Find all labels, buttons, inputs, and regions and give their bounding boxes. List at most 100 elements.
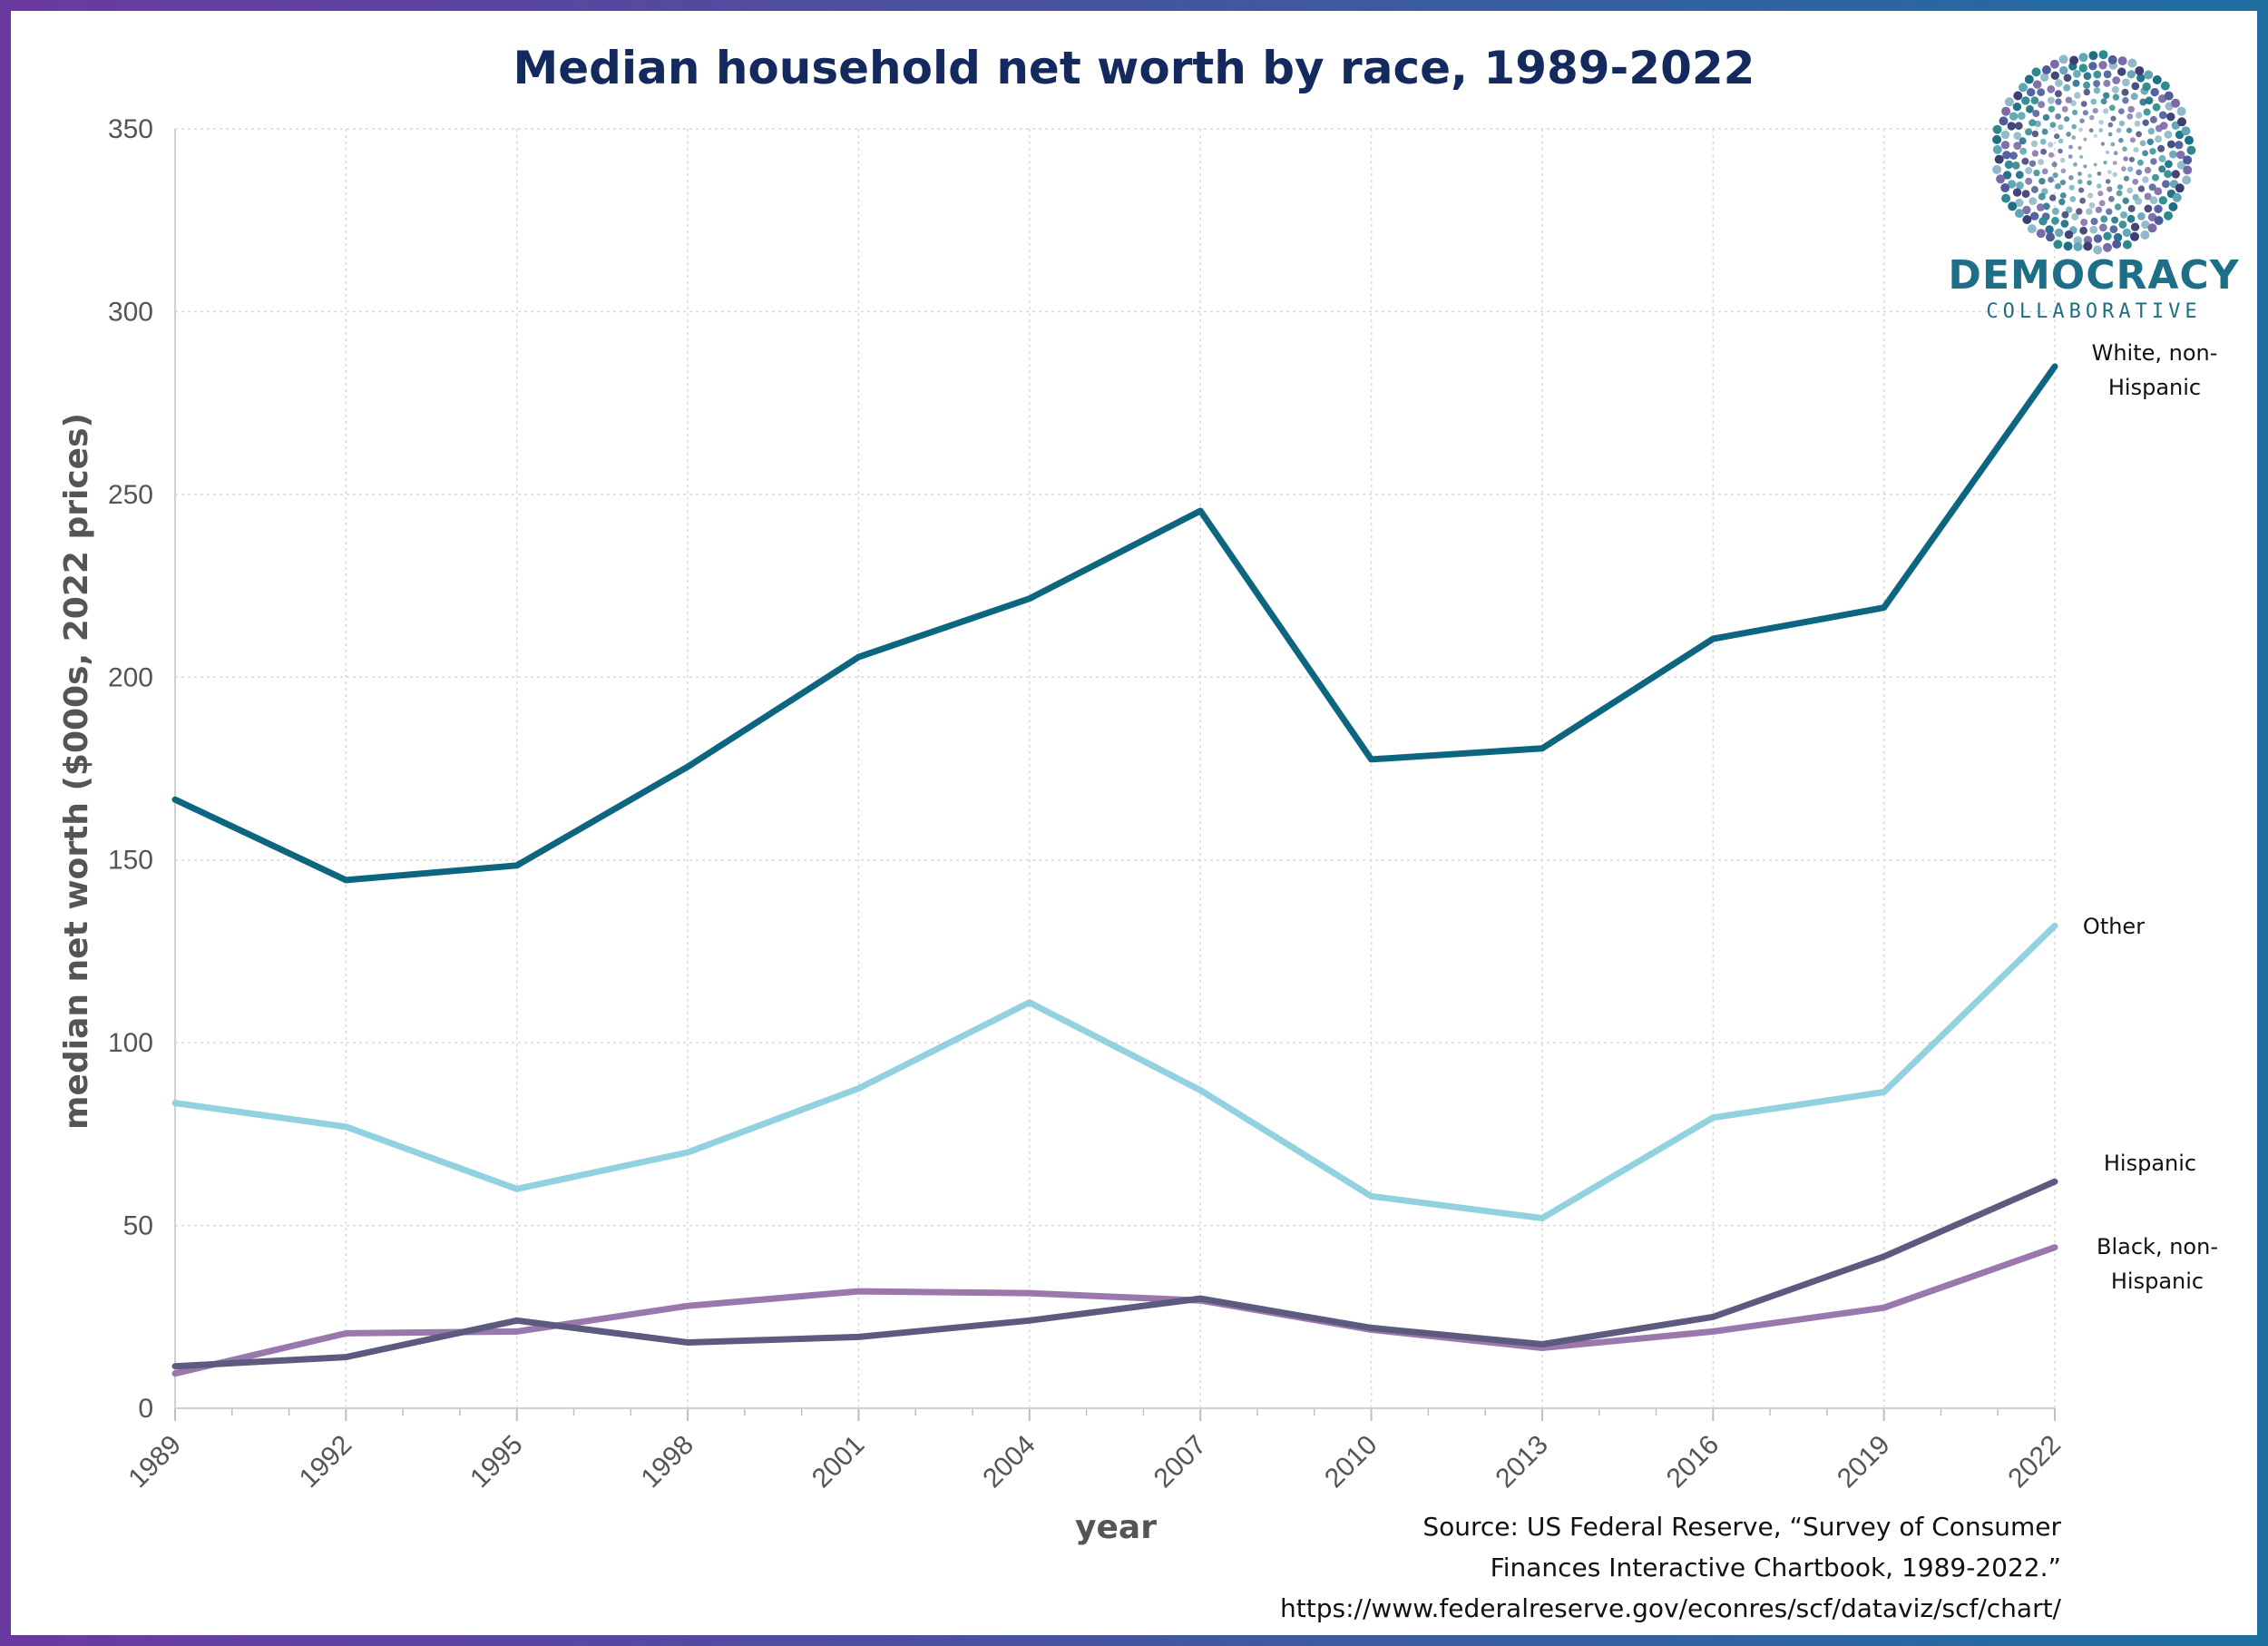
logo-dot [2097,171,2102,176]
logo-dot [2145,96,2154,105]
logo-dot [2055,228,2064,238]
logo-dot [2088,202,2096,209]
logo-dot [2126,187,2134,194]
logo-dot [2071,123,2077,130]
logo-dot [2140,230,2150,240]
logo-dot [2051,216,2059,225]
logo-dot [2007,122,2016,131]
logo-dot [2176,151,2185,160]
logo-dot [2136,112,2143,119]
logo-dot [2000,130,2010,140]
logo-dot [2066,206,2073,213]
logo-dot [2149,115,2157,123]
x-axis-title: year [1075,1509,1157,1546]
logo-dot [2175,141,2184,150]
logo-dot [2015,198,2024,208]
series-label-layer: White, non-Hispanic Other Hispanic Black, n… [2083,340,2218,1294]
logo-dot [2127,105,2135,113]
logo-dot [2040,148,2048,155]
logo-dot [2122,146,2127,152]
logo-dot [2030,211,2039,220]
x-tick-label: 2022 [2002,1430,2067,1494]
logo-dot [2038,192,2046,201]
logo-dot [2100,98,2107,105]
logo-dot [2142,119,2149,126]
logo-dot [2144,70,2154,80]
logo-dot [2144,192,2152,201]
logo-dot [2118,220,2127,229]
logo-dot [2064,230,2074,240]
logo-dot [2122,97,2129,104]
logo-dot [2105,179,2111,184]
logo-dot [2072,79,2080,87]
logo-dot [2093,245,2103,255]
logo-dot [2108,104,2116,112]
logo-dot [2098,200,2106,207]
source-line-1: Source: US Federal Reserve, “Survey of C… [1422,1512,2061,1542]
logo-dot [2122,228,2132,238]
logo-dot [2118,120,2125,127]
y-tick-label: 200 [108,662,153,692]
logo-dot [2177,117,2186,127]
series-label-hispanic: Hispanic [2104,1151,2196,1176]
logo-dot [2158,196,2167,205]
logo-dot [2047,96,2055,104]
logo-dot [2083,72,2092,81]
logo-dot [2148,183,2156,191]
logo-dot [2013,132,2022,141]
logo-dot [2061,105,2068,113]
logo-dot [2117,67,2126,76]
logo-dot [2175,183,2185,193]
logo-dot [2032,110,2040,117]
logo-dot [2060,220,2069,228]
logo-dot [2108,195,2115,202]
grid-layer [175,128,2056,1408]
logo-dot [2098,61,2107,70]
logo-dot [2127,204,2136,212]
logo-dot [2028,119,2037,127]
logo-dot [2012,188,2022,197]
logo-dot [2143,108,2151,116]
logo-dot [2015,171,2024,180]
logo-dot [2149,148,2156,155]
logo-dot [2059,192,2067,199]
x-tick-label: 2016 [1661,1430,1725,1494]
logo-text-collaborative: COLLABORATIVE [1986,300,2201,323]
logo-dot [2181,126,2191,136]
logo-dot [2037,88,2046,97]
logo-dot [1996,174,2006,184]
logo-dot [2112,161,2117,166]
logo-dot [2095,206,2103,213]
logo-dot [2030,140,2038,148]
logo-dot [2133,147,2139,153]
chart-title: Median household net worth by race, 1989… [513,42,1755,94]
logo-dot [2146,138,2154,145]
logo-dot [2136,169,2143,176]
logo-dot [2135,66,2145,75]
logo-dot [2069,196,2077,202]
logo-dot [2016,181,2024,190]
logo-dot [2128,156,2135,162]
logo-dot [2121,88,2129,96]
logo-dot [2083,137,2087,142]
logo-dot [2112,171,2117,178]
series-line-black-non-hispanic [171,1244,2058,1377]
logo-dot [2103,70,2112,79]
logo-dot [2131,82,2140,91]
logo-dot [2129,137,2136,143]
logo-dot [2034,120,2041,128]
logo-dot [2152,75,2162,84]
logo-dot [2031,130,2039,138]
x-tick-label: 2001 [807,1430,871,1494]
x-tick-label: 1995 [464,1430,529,1494]
logo-dot [2054,133,2060,140]
logo-dot [2122,240,2132,250]
logo-dot [2165,160,2173,169]
logo-dot [2079,154,2084,159]
logo-dot [2069,55,2079,65]
logo-dot [2111,216,2119,224]
logo-dot [2054,90,2062,98]
logo-dot [2051,162,2058,168]
logo-dot [2093,80,2101,88]
logo-dot [2028,160,2037,167]
